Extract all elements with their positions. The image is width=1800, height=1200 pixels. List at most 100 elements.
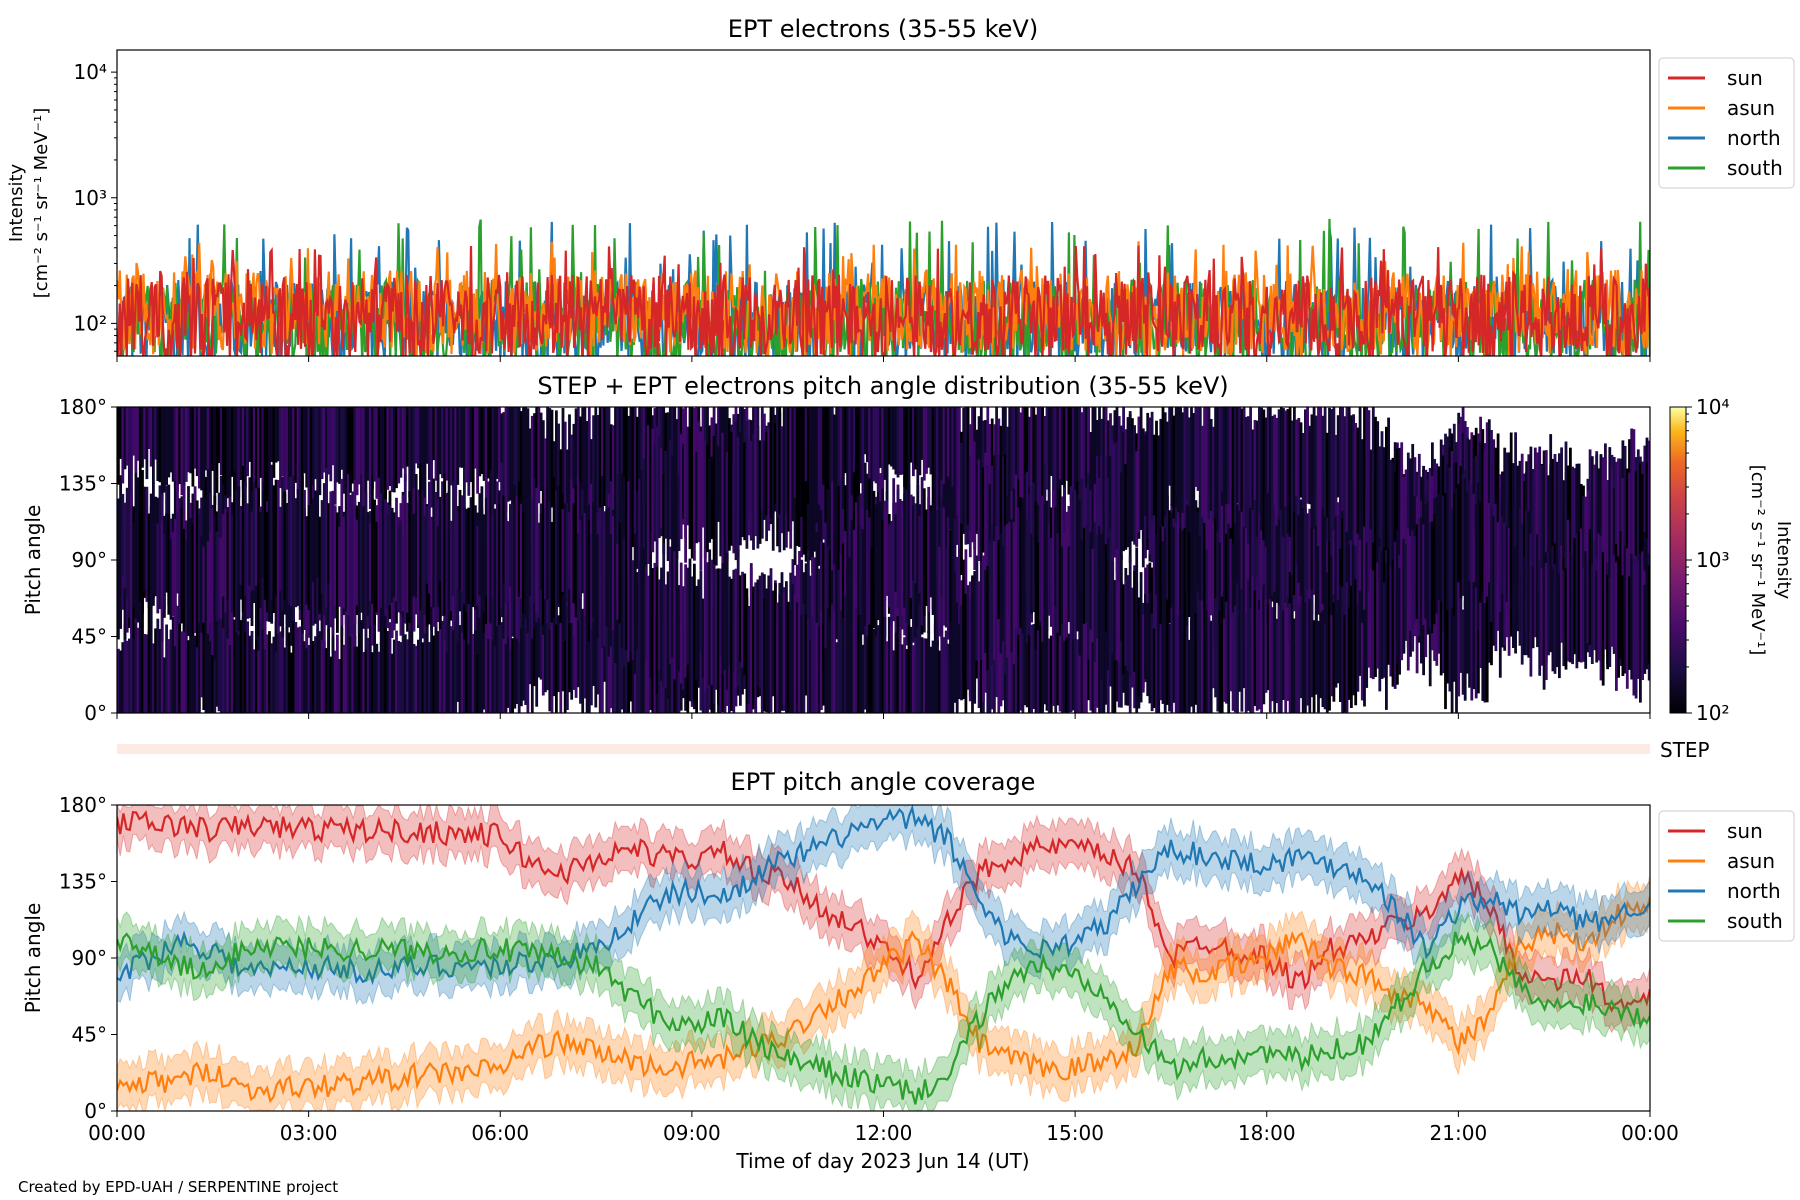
heatmap-cell bbox=[382, 606, 385, 713]
heatmap-cell bbox=[697, 421, 701, 543]
heatmap-cell bbox=[395, 497, 398, 602]
ytick-label: 135° bbox=[59, 472, 107, 496]
heatmap-cell bbox=[1540, 465, 1544, 592]
heatmap-cell bbox=[224, 609, 228, 713]
heatmap-cell bbox=[1060, 407, 1064, 486]
heatmap-cell bbox=[1634, 471, 1638, 564]
heatmap-cell bbox=[1474, 504, 1478, 588]
heatmap-cell bbox=[1352, 506, 1355, 635]
heatmap-cell bbox=[1049, 635, 1053, 713]
heatmap-cell bbox=[290, 407, 293, 483]
heatmap-cell bbox=[590, 571, 593, 706]
panel1-ylabel-line1: Intensity bbox=[6, 163, 27, 242]
heatmap-cell bbox=[903, 637, 906, 713]
heatmap-cell bbox=[636, 416, 639, 518]
heatmap-cell bbox=[1028, 494, 1031, 636]
heatmap-cell bbox=[1242, 407, 1246, 528]
heatmap-cell bbox=[316, 407, 320, 495]
heatmap-cell bbox=[502, 611, 506, 713]
heatmap-cell bbox=[1089, 432, 1093, 508]
heatmap-cell bbox=[993, 455, 996, 599]
panel2-yticks: 0°45°90°135°180° bbox=[59, 395, 117, 725]
heatmap-cell bbox=[504, 582, 508, 713]
heatmap-cell bbox=[857, 615, 860, 713]
heatmap-cell bbox=[1260, 407, 1263, 531]
heatmap-cell bbox=[1192, 413, 1196, 525]
heatmap-cell bbox=[817, 456, 821, 566]
heatmap-cell bbox=[1183, 407, 1187, 528]
heatmap-cell bbox=[552, 607, 556, 697]
heatmap-cell bbox=[1347, 544, 1351, 629]
heatmap-cell bbox=[1085, 600, 1088, 713]
heatmap-cell bbox=[250, 631, 254, 713]
heatmap-cell bbox=[1047, 638, 1051, 713]
heatmap-cell bbox=[863, 505, 867, 648]
heatmap-cell bbox=[581, 515, 585, 594]
heatmap-cell bbox=[636, 491, 639, 569]
heatmap-cell bbox=[1325, 432, 1329, 518]
heatmap-cell bbox=[1012, 407, 1016, 526]
heatmap-cell bbox=[1238, 507, 1242, 639]
heatmap-cell bbox=[1109, 455, 1112, 563]
heatmap-cell bbox=[1564, 441, 1568, 578]
heatmap-cell bbox=[134, 407, 138, 473]
heatmap-cell bbox=[189, 407, 193, 474]
heatmap-cell bbox=[152, 521, 155, 599]
heatmap-cell bbox=[644, 407, 648, 503]
heatmap-cell bbox=[1420, 517, 1423, 664]
heatmap-cell bbox=[1071, 499, 1075, 640]
heatmap-cell bbox=[1341, 518, 1344, 644]
heatmap-cell bbox=[918, 515, 922, 594]
heatmap-cell bbox=[1152, 628, 1156, 708]
heatmap-cell bbox=[1584, 551, 1588, 669]
heatmap-cell bbox=[1455, 488, 1458, 591]
heatmap-cell bbox=[1163, 593, 1167, 713]
heatmap-cell bbox=[752, 433, 755, 550]
heatmap-cell bbox=[537, 586, 541, 678]
heatmap-cell bbox=[1146, 603, 1150, 697]
heatmap-cell bbox=[248, 477, 252, 586]
heatmap-cell bbox=[1058, 488, 1062, 636]
heatmap-cell bbox=[134, 623, 138, 713]
heatmap-cell bbox=[997, 540, 1001, 620]
heatmap-cell bbox=[1203, 407, 1206, 523]
heatmap-cell bbox=[607, 507, 611, 657]
heatmap-cell bbox=[1203, 513, 1206, 636]
heatmap-cell bbox=[1481, 561, 1485, 701]
heatmap-cell bbox=[1461, 473, 1465, 596]
heatmap-cell bbox=[364, 492, 368, 601]
heatmap-cell bbox=[601, 507, 604, 649]
heatmap-cell bbox=[1452, 602, 1456, 682]
heatmap-cell bbox=[769, 407, 773, 518]
heatmap-cell bbox=[432, 635, 436, 713]
heatmap-cell bbox=[1198, 493, 1202, 643]
heatmap-cell bbox=[327, 503, 330, 584]
heatmap-cell bbox=[1341, 586, 1344, 713]
heatmap-cell bbox=[1115, 441, 1119, 572]
heatmap-cell bbox=[758, 575, 762, 690]
heatmap-cell bbox=[1063, 601, 1066, 713]
heatmap-cell bbox=[1052, 407, 1055, 507]
heatmap-cell bbox=[1365, 407, 1369, 543]
heatmap-cell bbox=[1128, 556, 1132, 678]
heatmap-cell bbox=[916, 627, 920, 713]
heatmap-cell bbox=[1273, 592, 1277, 713]
heatmap-cell bbox=[1060, 546, 1064, 625]
heatmap-cell bbox=[1323, 517, 1327, 637]
heatmap-cell bbox=[1360, 517, 1364, 657]
heatmap-cell bbox=[1207, 407, 1211, 520]
heatmap-cell bbox=[281, 628, 285, 713]
heatmap-cell bbox=[1021, 530, 1025, 634]
heatmap-cell bbox=[579, 568, 582, 704]
heatmap-cell bbox=[498, 608, 501, 713]
heatmap-cell bbox=[1135, 547, 1139, 697]
heatmap-cell bbox=[1643, 584, 1647, 674]
heatmap-cell bbox=[555, 410, 558, 523]
heatmap-cell bbox=[191, 407, 195, 487]
heatmap-cell bbox=[552, 477, 556, 618]
heatmap-cell bbox=[666, 412, 670, 490]
heatmap-cell bbox=[1155, 594, 1158, 713]
heatmap-cell bbox=[1043, 416, 1047, 497]
heatmap-cell bbox=[1354, 423, 1358, 546]
heatmap-cell bbox=[802, 407, 806, 486]
